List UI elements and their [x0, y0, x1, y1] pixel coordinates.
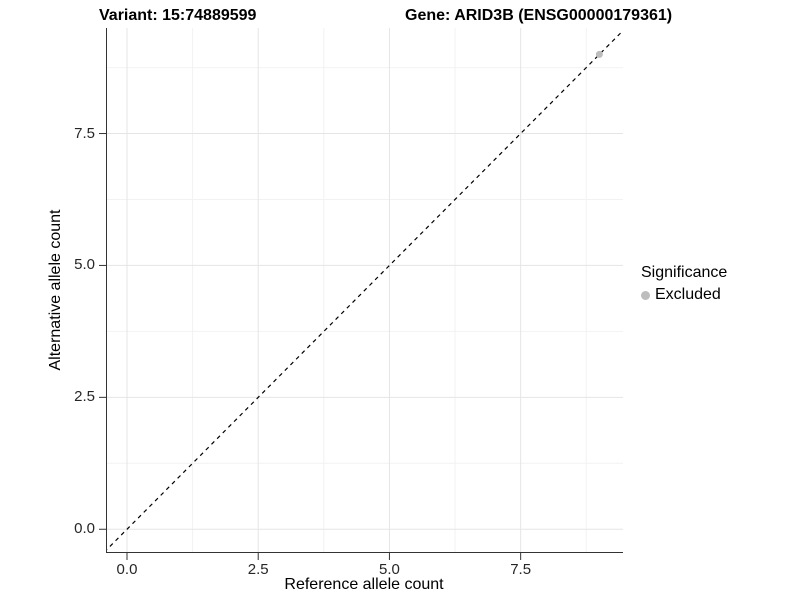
- legend-item-label: Excluded: [655, 286, 721, 303]
- legend-title: Significance: [641, 264, 728, 281]
- data-point: [595, 50, 603, 58]
- gene-title: Gene: ARID3B (ENSG00000179361): [405, 7, 673, 24]
- y-tick-label: 5.0: [74, 256, 95, 274]
- y-tick-label: 2.5: [74, 388, 95, 406]
- x-tick-label: 2.5: [247, 561, 269, 578]
- legend: Significance Excluded: [641, 264, 727, 304]
- y-tick-label: 0.0: [74, 520, 95, 538]
- x-tick-label: 0.0: [116, 561, 138, 578]
- variant-title: Variant: 15:74889599: [99, 7, 257, 24]
- y-tick-label: 7.5: [74, 124, 95, 142]
- x-tick-label: 7.5: [510, 561, 532, 578]
- plot-canvas: [99, 28, 623, 560]
- plot-panel: [99, 28, 623, 560]
- x-tick-label: 5.0: [378, 561, 400, 578]
- x-axis-title: Reference allele count: [284, 576, 444, 593]
- legend-point-icon: [641, 290, 650, 300]
- y-axis-title: Alternative allele count: [47, 209, 64, 371]
- legend-item-excluded: Excluded: [641, 286, 727, 304]
- identity-reference-line: [106, 29, 623, 552]
